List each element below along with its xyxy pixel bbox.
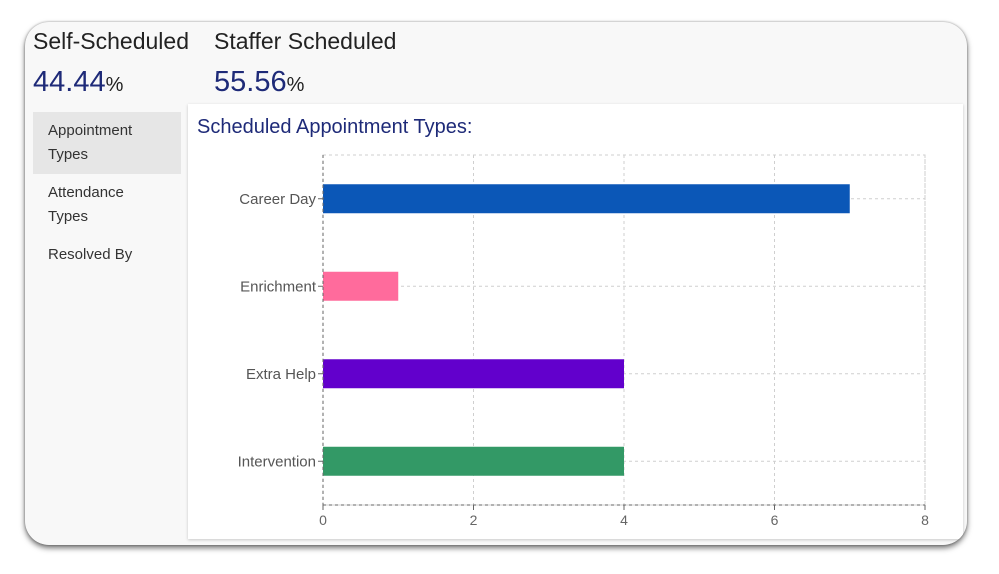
stat-unit: % [105, 74, 124, 96]
x-tick-label: 8 [921, 512, 929, 528]
bar [323, 184, 850, 214]
chart-panel: Scheduled Appointment Types: 0 2 4 6 8 Career… [188, 104, 963, 539]
stat-label: Self-Scheduled [33, 28, 189, 54]
summary-card: Self-Scheduled 44.44% Staffer Scheduled … [25, 22, 967, 545]
stat-value: 44.44% [33, 66, 123, 99]
sidebar-item-resolved-by[interactable]: Resolved By [48, 246, 133, 263]
sidebar: Appointment Types Attendance Types Resol… [33, 112, 181, 274]
stat-number: 55.56 [214, 66, 287, 98]
stat-number: 44.44 [33, 66, 106, 98]
bar [323, 359, 624, 389]
bar-chart: 0 2 4 6 8 Career Day Enrichment Extra Help Inter… [238, 154, 929, 528]
bar [323, 446, 624, 476]
stat-value: 55.56% [214, 66, 304, 99]
bar [323, 271, 399, 301]
chart-title: Scheduled Appointment Types: [197, 116, 473, 138]
x-tick-label: 4 [620, 512, 628, 528]
x-tick-label: 2 [470, 512, 478, 528]
sidebar-item-appointment-types[interactable]: Appointment Types [33, 112, 181, 174]
stat-label: Staffer Scheduled [214, 28, 397, 54]
y-tick-label: Intervention [238, 453, 316, 470]
y-tick-label: Extra Help [246, 366, 316, 383]
x-tick-label: 0 [319, 512, 327, 528]
stat-unit: % [286, 74, 305, 96]
x-tick-label: 6 [771, 512, 779, 528]
sidebar-item-attendance-types[interactable]: Attendance Types [48, 184, 124, 225]
y-tick-label: Career Day [239, 191, 316, 208]
y-tick-label: Enrichment [240, 278, 317, 295]
